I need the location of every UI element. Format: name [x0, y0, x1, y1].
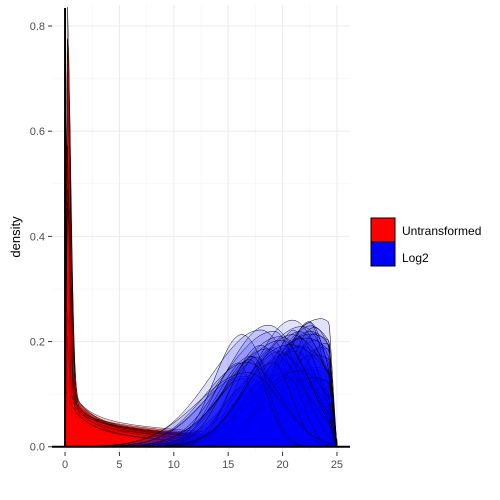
x-tick-label: 5 — [116, 459, 122, 471]
legend-label-log2: Log2 — [402, 251, 429, 265]
legend-key-untransformed — [370, 217, 396, 243]
log2-density-curve — [64, 372, 338, 447]
axes — [52, 8, 350, 448]
untransformed-density-curve — [64, 354, 338, 447]
grid-lines — [52, 5, 350, 452]
untransformed-density-curve — [64, 145, 338, 447]
y-tick-label: 0.4 — [30, 231, 45, 243]
legend-key-log2 — [370, 241, 396, 267]
x-tick-label: 25 — [331, 459, 343, 471]
x-tick-label: 20 — [276, 459, 288, 471]
x-tick-label: 15 — [222, 459, 234, 471]
untransformed-series — [64, 7, 338, 447]
y-tick-label: 0.2 — [30, 337, 45, 349]
x-tick-label: 10 — [168, 459, 180, 471]
legend-label-untransformed: Untransformed — [402, 224, 481, 238]
x-tick-label: 0 — [62, 459, 68, 471]
untransformed-density-curve — [64, 256, 338, 447]
untransformed-density-curve — [64, 213, 338, 447]
y-tick-label: 0.0 — [30, 442, 45, 454]
y-tick-label: 0.8 — [30, 21, 45, 33]
y-tick-label: 0.6 — [30, 126, 45, 138]
legend: Untransformed Log2 — [370, 217, 481, 267]
y-axis-ticks: 0.0 0.2 0.4 0.6 0.8 — [30, 21, 52, 454]
y-axis-title: density — [8, 216, 23, 258]
log2-series — [64, 318, 338, 447]
x-axis-ticks: 0 5 10 15 20 25 — [62, 452, 343, 471]
